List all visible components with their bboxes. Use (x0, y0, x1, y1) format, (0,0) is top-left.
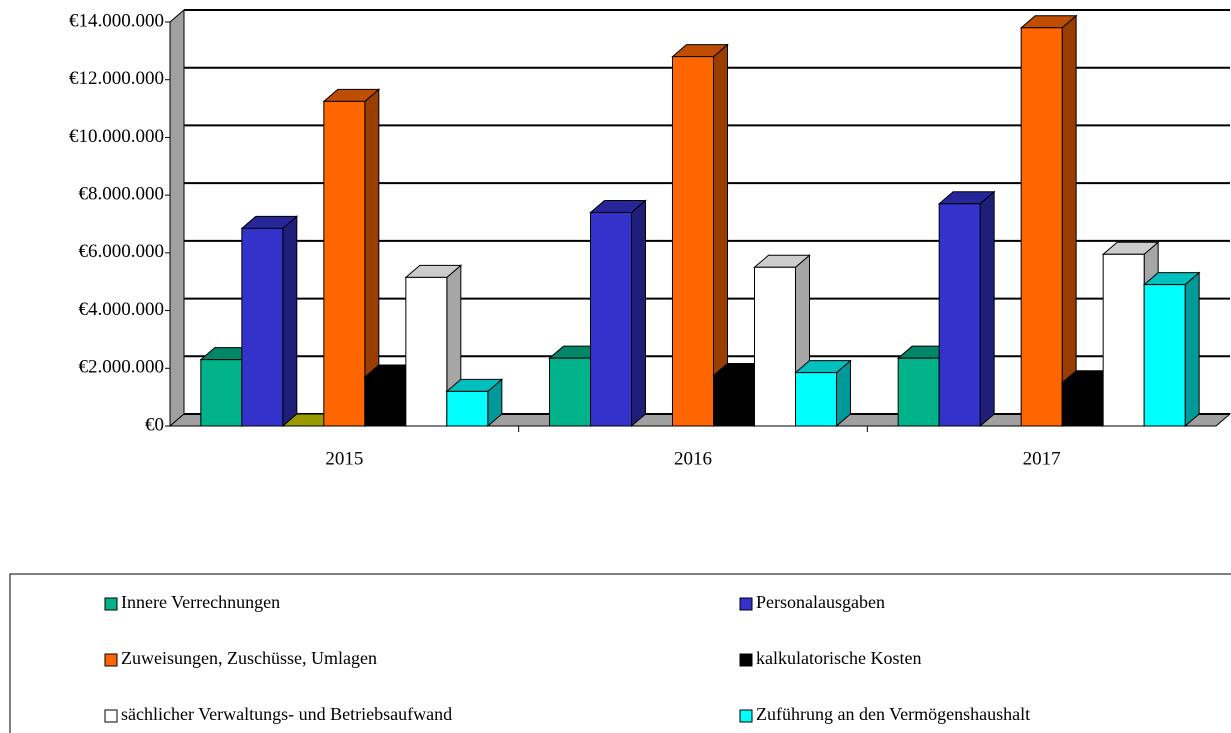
y-tick-label: €8.000.000 (79, 184, 165, 205)
bar (1102, 253, 1145, 427)
legend-label: Zuweisungen, Zuschüsse, Umlagen (121, 648, 377, 668)
bar (897, 357, 940, 427)
bar (446, 390, 489, 427)
legend-label: Personalausgaben (756, 592, 885, 612)
bar (405, 276, 448, 427)
legend-label: Zuführung an den Vermögenshaushalt (756, 704, 1030, 724)
bar (590, 211, 632, 427)
y-tick-label: €12.000.000 (69, 68, 164, 89)
bar (672, 56, 714, 427)
y-tick-label: €4.000.000 (79, 299, 165, 320)
x-tick-label: 2016 (674, 448, 712, 469)
legend-swatch (104, 597, 118, 611)
bar-side (1184, 271, 1200, 428)
bar-side (282, 215, 298, 428)
y-tick-label: €2.000.000 (79, 357, 165, 378)
legend-swatch (104, 653, 118, 667)
bar (713, 375, 755, 427)
left-wall (169, 8, 185, 428)
x-tick-label: 2017 (1023, 448, 1061, 469)
legend-label: kalkulatorische Kosten (756, 648, 921, 668)
bar (323, 100, 366, 427)
y-tick-label: €6.000.000 (79, 241, 165, 262)
legend-swatch (739, 709, 753, 723)
bar (1143, 284, 1186, 427)
y-tick-label: €10.000.000 (69, 126, 164, 147)
x-tick-label: 2015 (325, 448, 363, 469)
bar (200, 359, 243, 427)
legend-swatch (104, 709, 118, 723)
legend-label: Innere Verrechnungen (121, 592, 280, 612)
bar-side (1061, 14, 1077, 428)
legend-box (9, 573, 1231, 733)
bar (549, 357, 591, 427)
bar (1020, 27, 1063, 427)
bar (1061, 382, 1104, 427)
y-tick-label: €0 (145, 414, 164, 435)
bar-side (631, 199, 646, 428)
y-tick-label: €14.000.000 (69, 10, 164, 31)
bar (754, 266, 796, 427)
bar (364, 376, 407, 427)
legend-label: sächlicher Verwaltungs- und Betriebsaufw… (121, 704, 452, 724)
bar-side (979, 190, 995, 428)
legend-swatch (739, 597, 753, 611)
bar (795, 372, 837, 427)
bar (241, 227, 284, 427)
bar (938, 203, 981, 427)
legend-swatch (739, 653, 753, 667)
